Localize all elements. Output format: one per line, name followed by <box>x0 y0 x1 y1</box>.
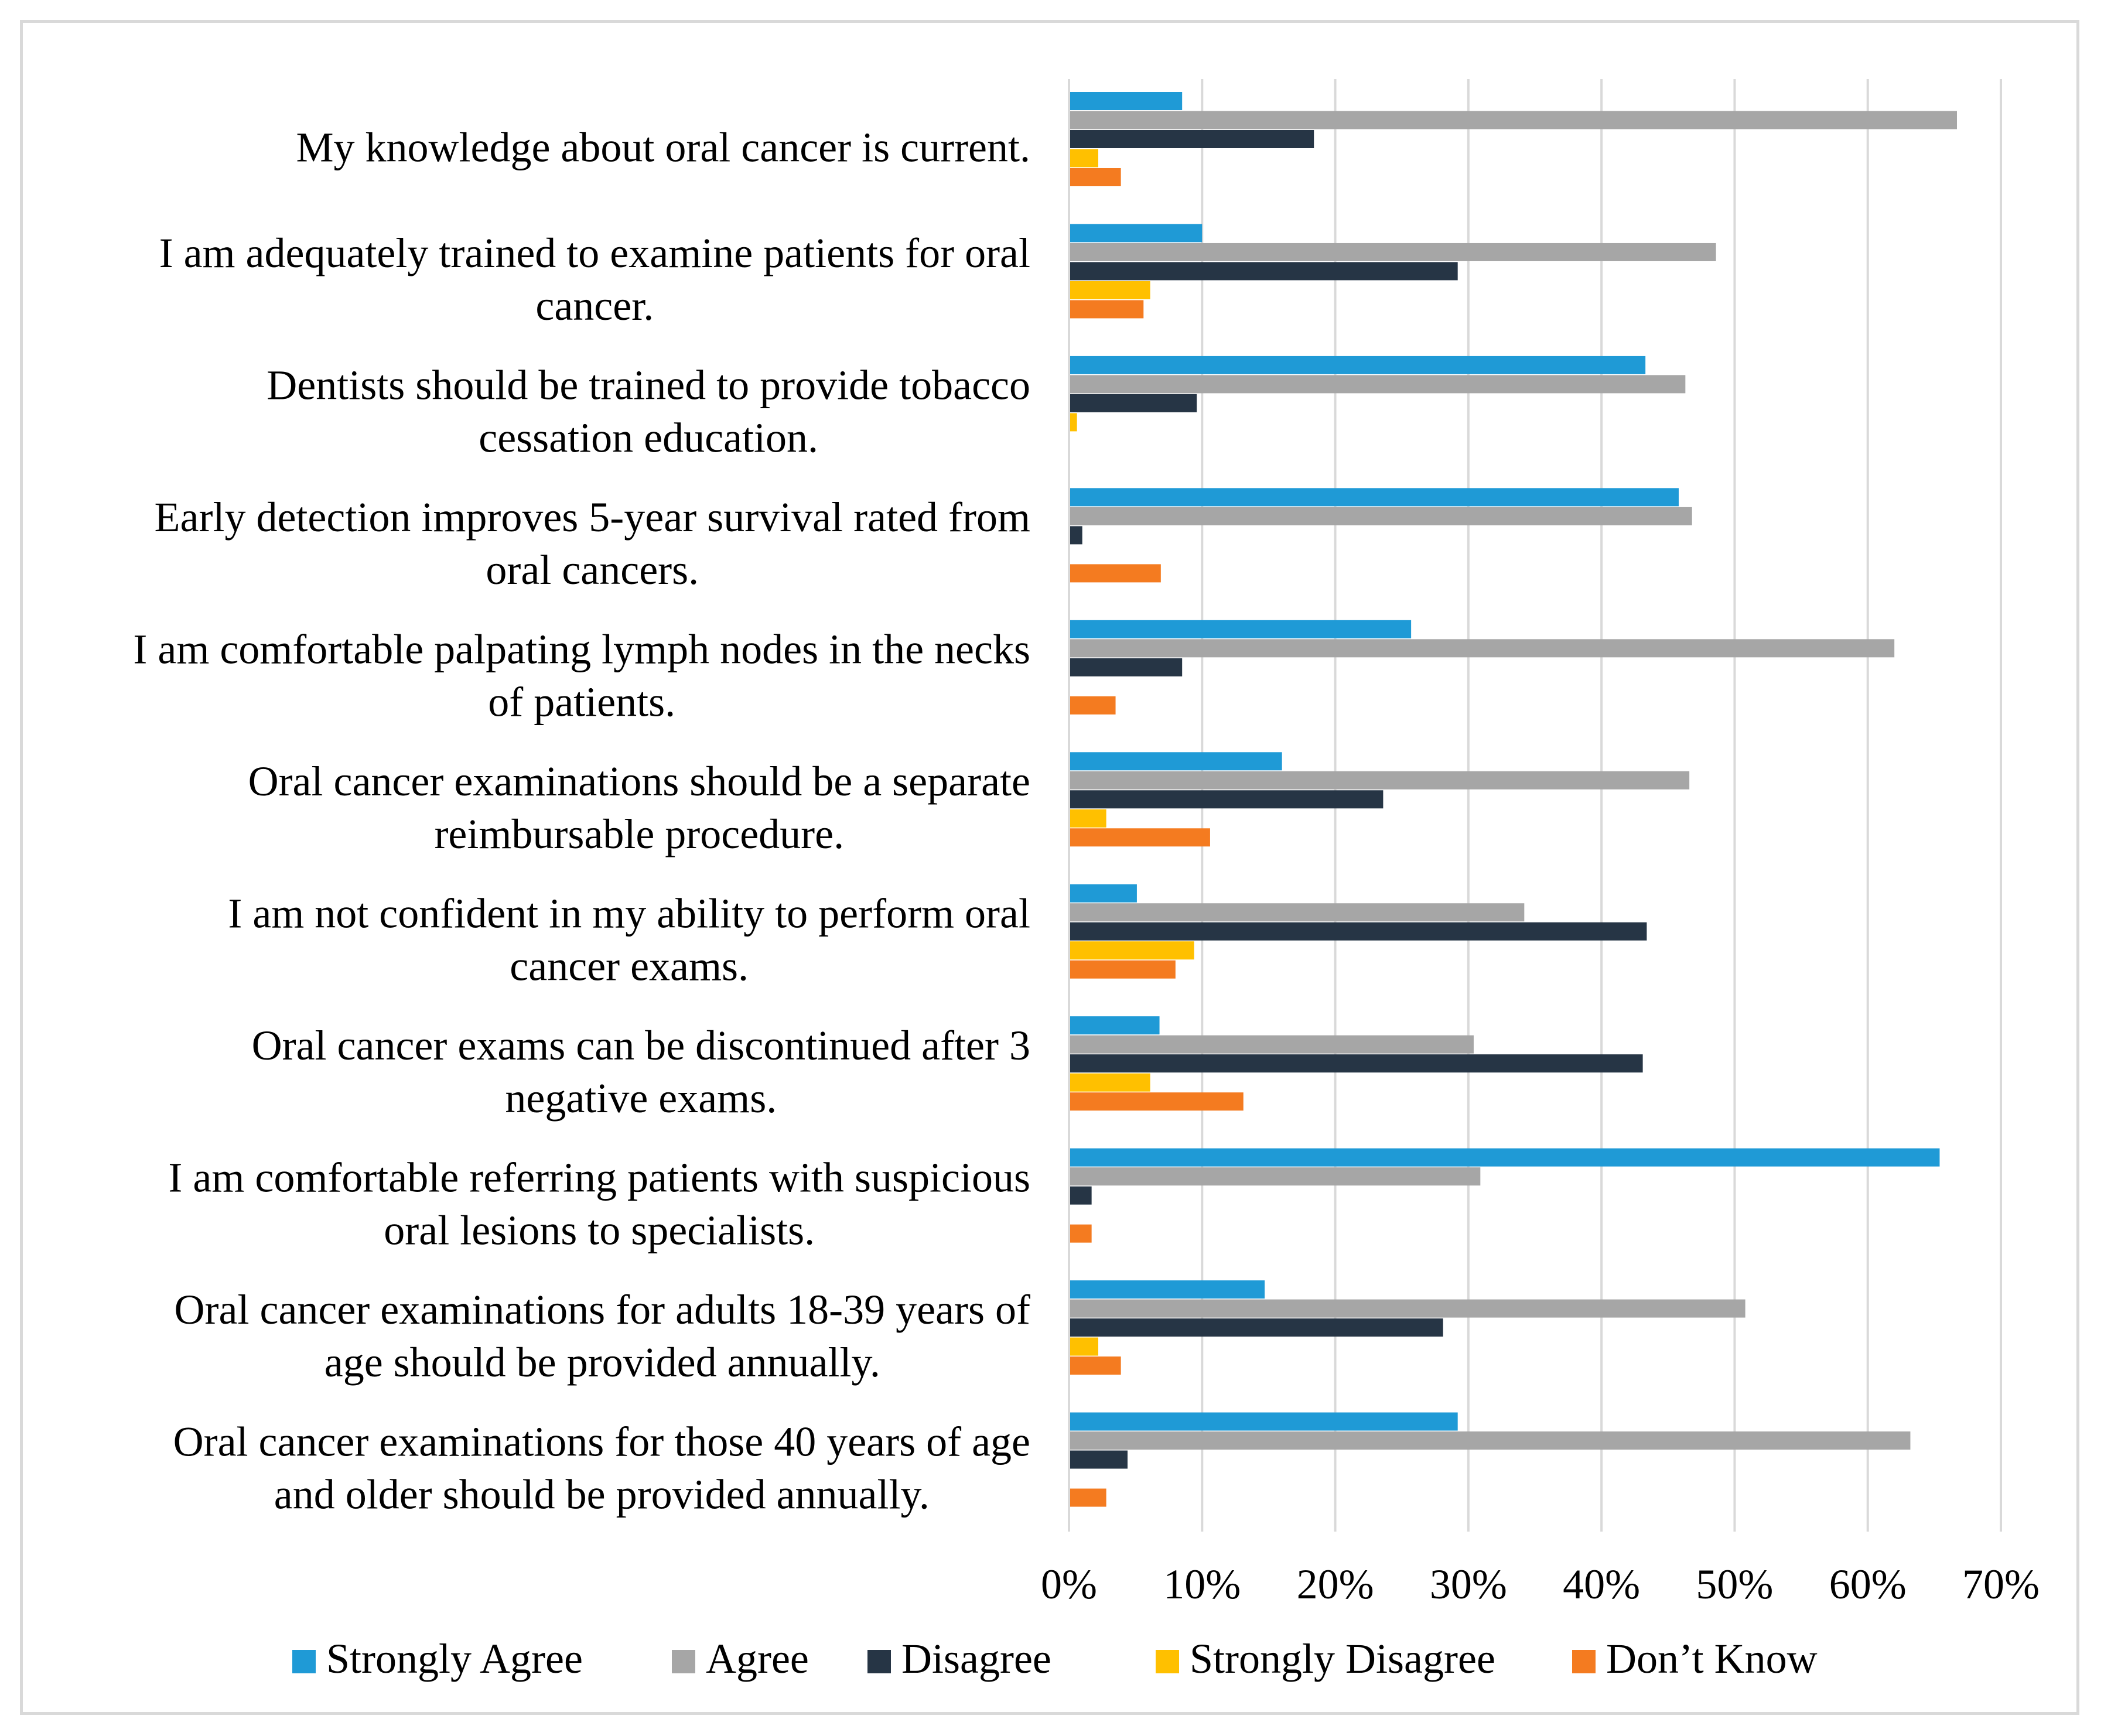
bar-don-t-know <box>1069 1488 1106 1507</box>
bar-don-t-know <box>1069 960 1176 979</box>
category-label: Oral cancer examinations should be a sep… <box>248 758 1030 805</box>
category-label: I am comfortable palpating lymph nodes i… <box>133 626 1030 673</box>
category-label: reimbursable procedure. <box>434 811 844 857</box>
bar-strongly-agree <box>1069 752 1282 771</box>
bar-don-t-know <box>1069 1224 1092 1243</box>
bar-don-t-know <box>1069 696 1116 715</box>
bar-don-t-know <box>1069 828 1210 847</box>
category-label: cessation education. <box>479 415 818 462</box>
bar-strongly-agree <box>1069 1148 1940 1167</box>
bar-agree <box>1069 903 1525 922</box>
bar-strongly-agree <box>1069 620 1412 638</box>
bar-disagree <box>1069 1318 1443 1337</box>
bar-disagree <box>1069 1450 1128 1469</box>
x-tick-label: 60% <box>1829 1561 1907 1608</box>
bar-strongly-agree <box>1069 1016 1160 1035</box>
bar-agree <box>1069 1167 1481 1186</box>
bar-disagree <box>1069 790 1384 809</box>
category-label: Early detection improves 5-year survival… <box>155 494 1030 541</box>
bar-agree <box>1069 639 1895 658</box>
category-label: and older should be provided annually. <box>274 1471 930 1518</box>
category-label: oral cancers. <box>486 546 699 593</box>
bar-strongly-agree <box>1069 1412 1458 1431</box>
bar-chart: My knowledge about oral cancer is curren… <box>133 79 2040 1682</box>
x-tick-label: 40% <box>1563 1561 1640 1608</box>
category-label: cancer. <box>535 282 654 329</box>
bar-strongly-disagree <box>1069 413 1077 432</box>
bar-disagree <box>1069 658 1183 676</box>
bar-agree <box>1069 1431 1911 1450</box>
bar-disagree <box>1069 1186 1092 1205</box>
bar-don-t-know <box>1069 300 1144 319</box>
bar-strongly-agree <box>1069 92 1183 110</box>
x-tick-labels: 0% 10% 20% 30% 40% 50% 60% 70% <box>1041 1561 2040 1608</box>
category-labels: My knowledge about oral cancer is curren… <box>133 124 1030 1518</box>
legend-swatch <box>1572 1650 1596 1673</box>
category-label: negative exams. <box>505 1075 777 1122</box>
bar-disagree <box>1069 262 1458 281</box>
x-tick-label: 10% <box>1163 1561 1241 1608</box>
bar-strongly-disagree <box>1069 149 1099 168</box>
bar-strongly-agree <box>1069 884 1137 903</box>
category-label: oral lesions to specialists. <box>384 1207 815 1253</box>
bars <box>1069 92 1957 1507</box>
x-tick-label: 70% <box>1962 1561 2040 1608</box>
bar-agree <box>1069 507 1692 525</box>
category-label: I am comfortable referring patients with… <box>168 1154 1030 1201</box>
category-label: Oral cancer examinations for adults 18-3… <box>175 1286 1030 1333</box>
legend-swatch <box>1156 1650 1179 1673</box>
category-label: age should be provided annually. <box>324 1339 880 1386</box>
bar-don-t-know <box>1069 564 1161 583</box>
legend-swatch <box>292 1650 316 1673</box>
bar-disagree <box>1069 130 1314 148</box>
legend: Strongly Agree Agree Disagree Strongly Disa… <box>292 1635 1818 1682</box>
legend-label: Agree <box>706 1635 809 1682</box>
bar-agree <box>1069 111 1957 129</box>
bar-strongly-agree <box>1069 488 1679 507</box>
bar-don-t-know <box>1069 1092 1244 1111</box>
legend-swatch <box>867 1650 891 1673</box>
category-label: Oral cancer examinations for those 40 ye… <box>173 1418 1030 1465</box>
bar-strongly-disagree <box>1069 941 1194 960</box>
category-label: cancer exams. <box>510 942 749 989</box>
x-tick-label: 20% <box>1297 1561 1374 1608</box>
gridlines <box>1201 79 2002 1532</box>
bar-strongly-disagree <box>1069 1073 1150 1092</box>
bar-strongly-disagree <box>1069 1337 1099 1356</box>
category-label: Oral cancer exams can be discontinued af… <box>252 1022 1030 1069</box>
bar-agree <box>1069 242 1716 261</box>
bar-disagree <box>1069 1054 1643 1073</box>
category-label: I am adequately trained to examine patie… <box>159 230 1030 276</box>
bar-disagree <box>1069 394 1197 412</box>
category-label: My knowledge about oral cancer is curren… <box>296 124 1030 171</box>
bar-don-t-know <box>1069 168 1121 186</box>
bar-strongly-agree <box>1069 224 1203 242</box>
bar-disagree <box>1069 922 1647 941</box>
bar-agree <box>1069 771 1690 790</box>
bar-agree <box>1069 1035 1474 1054</box>
category-label: of patients. <box>488 679 675 726</box>
x-tick-label: 30% <box>1430 1561 1507 1608</box>
bar-strongly-disagree <box>1069 809 1106 828</box>
bar-agree <box>1069 1299 1745 1318</box>
legend-label: Don’t Know <box>1606 1635 1818 1682</box>
bar-don-t-know <box>1069 1356 1121 1375</box>
legend-label: Strongly Agree <box>326 1635 583 1682</box>
x-tick-label: 0% <box>1041 1561 1097 1608</box>
bar-agree <box>1069 375 1686 394</box>
category-label: I am not confident in my ability to perf… <box>228 890 1030 937</box>
chart-frame: My knowledge about oral cancer is curren… <box>20 20 2079 1715</box>
bar-disagree <box>1069 526 1082 545</box>
bar-strongly-agree <box>1069 1280 1265 1299</box>
bar-strongly-agree <box>1069 356 1646 374</box>
legend-swatch <box>672 1650 695 1673</box>
x-tick-label: 50% <box>1696 1561 1773 1608</box>
legend-label: Disagree <box>901 1635 1051 1682</box>
legend-label: Strongly Disagree <box>1190 1635 1495 1682</box>
category-label: Dentists should be trained to provide to… <box>267 362 1030 409</box>
bar-strongly-disagree <box>1069 281 1150 299</box>
